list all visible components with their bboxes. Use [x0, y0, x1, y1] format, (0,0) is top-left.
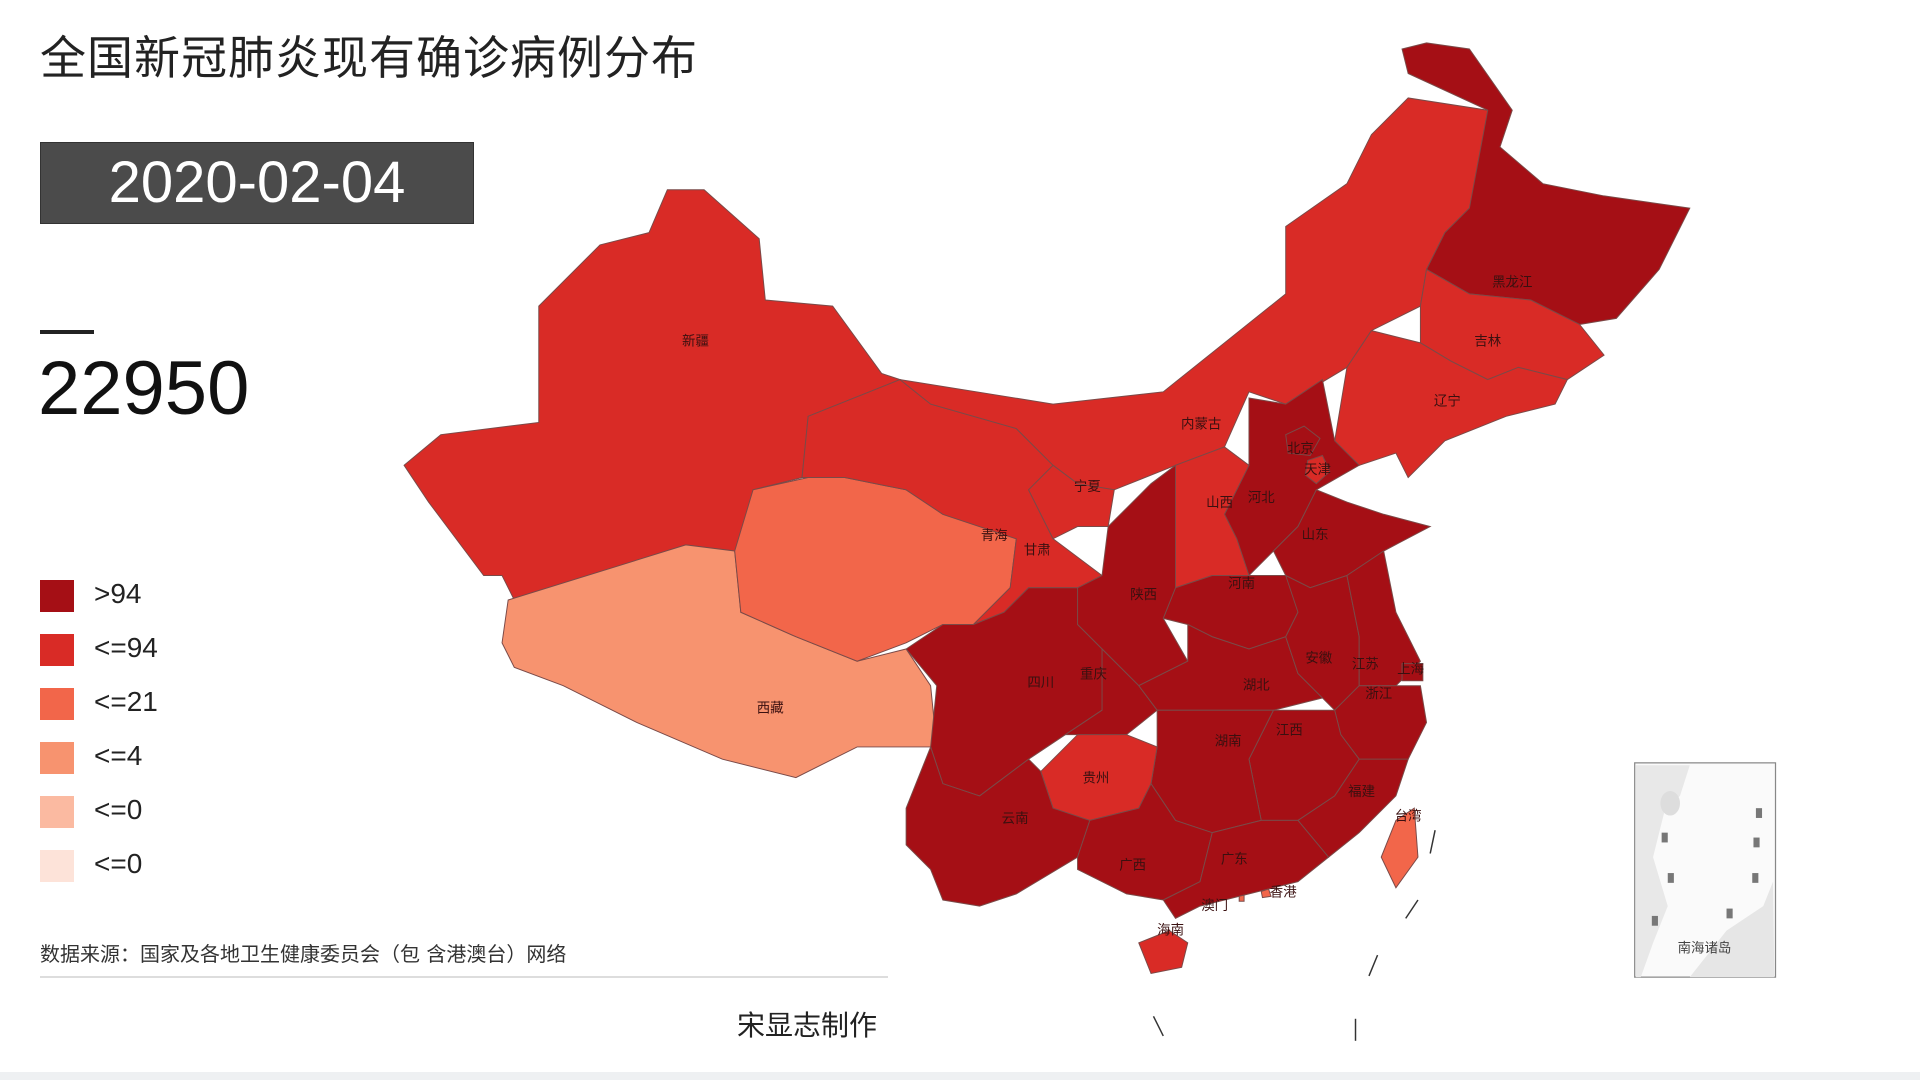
- province-label-guangdong: 广东: [1221, 851, 1248, 867]
- legend-label: <=21: [94, 686, 158, 717]
- province-label-fujian: 福建: [1348, 784, 1375, 800]
- province-label-guizhou: 贵州: [1082, 770, 1109, 786]
- province-label-taiwan: 台湾: [1395, 807, 1422, 824]
- south-china-sea-inset: 南海诸岛: [1634, 762, 1777, 978]
- legend-swatch: [40, 688, 74, 720]
- province-label-qinghai: 青海: [981, 528, 1008, 544]
- legend-swatch: [40, 850, 74, 882]
- province-beijing[interactable]: [1285, 425, 1321, 457]
- legend-label: >94: [94, 578, 142, 609]
- province-label-yunnan: 云南: [1002, 811, 1029, 827]
- date-display: 2020-02-04: [40, 142, 474, 224]
- legend-label: <=4: [94, 740, 143, 771]
- province-shanghai[interactable]: [1401, 663, 1424, 682]
- province-layer: [403, 42, 1691, 975]
- province-label-jilin: 吉林: [1474, 333, 1501, 349]
- data-source: 数据来源：国家及各地卫生健康委员会（包 含港澳台）网络: [40, 942, 567, 966]
- total-divider: [40, 330, 94, 334]
- total-count: 22950: [38, 346, 250, 431]
- province-label-neimenggu: 内蒙古: [1181, 417, 1221, 433]
- legend-swatch: [40, 742, 74, 774]
- province-liaoning[interactable]: [1334, 330, 1569, 479]
- province-label-jiangsu: 江苏: [1352, 657, 1379, 673]
- province-label-beijing: 北京: [1287, 441, 1314, 457]
- province-label-xizang: 西藏: [757, 701, 784, 717]
- province-aomen[interactable]: [1238, 894, 1245, 902]
- province-label-hebei: 河北: [1248, 490, 1275, 506]
- province-xinjiang[interactable]: [403, 189, 902, 601]
- province-label-ningxia: 宁夏: [1074, 478, 1101, 495]
- divider: [40, 976, 888, 978]
- legend-label: <=94: [94, 632, 158, 663]
- province-label-sichuan: 四川: [1027, 676, 1054, 691]
- province-label-aomen: 澳门: [1201, 898, 1228, 914]
- province-label-chongqing: 重庆: [1080, 666, 1107, 682]
- bottom-bar: [0, 1072, 1920, 1080]
- province-guangdong[interactable]: [1162, 819, 1330, 919]
- province-label-xianggang: 香港: [1270, 884, 1297, 900]
- province-heilongjiang[interactable]: [1401, 42, 1691, 325]
- province-label-tianjin: 天津: [1304, 462, 1331, 478]
- nine-dash-line: [1152, 830, 1436, 1041]
- province-label-henan: 河南: [1228, 576, 1255, 592]
- province-label-jiangxi: 江西: [1276, 723, 1303, 739]
- legend-swatch: [40, 580, 74, 612]
- legend-label: <=0: [94, 794, 143, 825]
- legend-label: <=0: [94, 848, 143, 879]
- province-label-hunan: 湖南: [1215, 734, 1242, 750]
- province-fujian[interactable]: [1297, 758, 1409, 858]
- province-taiwan[interactable]: [1380, 807, 1419, 889]
- province-label-guangxi: 广西: [1119, 857, 1146, 873]
- province-label-shandong: 山东: [1302, 527, 1329, 543]
- province-label-zhejiang: 浙江: [1365, 686, 1392, 702]
- province-label-xinjiang: 新疆: [682, 333, 709, 349]
- province-label-gansu: 甘肃: [1024, 543, 1051, 559]
- province-label-liaoning: 辽宁: [1434, 392, 1461, 409]
- inset-label: 南海诸岛: [1678, 941, 1732, 957]
- author-credit: 宋显志制作: [737, 1009, 878, 1042]
- province-label-anhui: 安徽: [1305, 650, 1332, 666]
- province-ningxia[interactable]: [1027, 464, 1115, 540]
- legend-swatch: [40, 796, 74, 828]
- province-label-hainan: 海南: [1157, 922, 1184, 938]
- province-xianggang[interactable]: [1260, 888, 1272, 899]
- province-hainan[interactable]: [1138, 930, 1189, 975]
- province-label-shanghai: 上海: [1397, 661, 1424, 677]
- province-label-heilongjiang: 黑龙江: [1492, 275, 1532, 291]
- province-label-shaanxi: 陕西: [1130, 587, 1157, 603]
- province-label-shanxi: 山西: [1206, 495, 1233, 511]
- province-tianjin[interactable]: [1304, 454, 1331, 485]
- page-title: 全国新冠肺炎现有确诊病例分布: [40, 31, 698, 85]
- province-label-hubei: 湖北: [1243, 677, 1270, 693]
- legend-swatch: [40, 634, 74, 666]
